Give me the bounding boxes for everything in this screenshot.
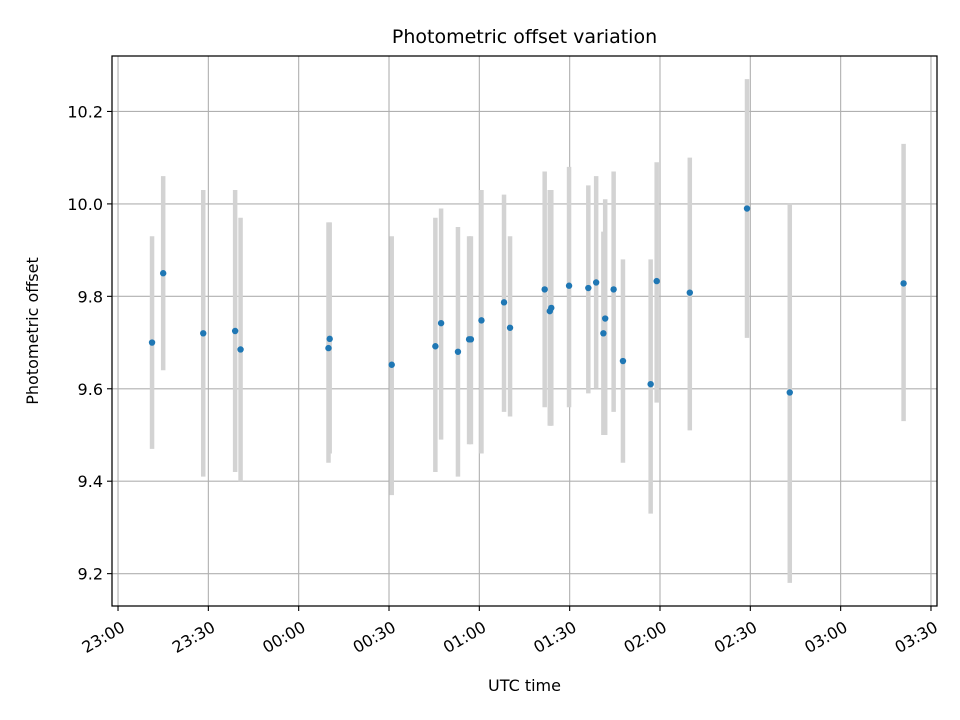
data-point bbox=[388, 361, 395, 368]
y-tick-label: 10.0 bbox=[67, 195, 103, 214]
y-tick-label: 9.4 bbox=[78, 472, 103, 491]
plot-frame bbox=[111, 55, 938, 607]
data-point bbox=[565, 282, 573, 289]
y-tick-label: 9.6 bbox=[78, 380, 103, 399]
data-point bbox=[600, 330, 607, 337]
data-point bbox=[148, 339, 156, 346]
data-point bbox=[900, 280, 907, 287]
grid bbox=[112, 56, 937, 606]
data-point bbox=[743, 205, 751, 212]
data-point bbox=[786, 389, 793, 396]
data-point bbox=[500, 299, 508, 306]
data-point bbox=[478, 317, 485, 324]
data-point bbox=[585, 284, 592, 292]
data-point bbox=[686, 289, 694, 296]
data-point bbox=[601, 315, 609, 322]
data-point bbox=[325, 344, 332, 352]
data-point bbox=[326, 335, 333, 343]
data-point bbox=[653, 277, 660, 285]
data-point bbox=[467, 336, 475, 343]
chart-title: Photometric offset variation bbox=[392, 26, 657, 48]
y-axis-ticks: 9.2 9.4 9.6 9.8 10.0 10.2 bbox=[67, 102, 112, 584]
x-axis-label: UTC time bbox=[488, 676, 561, 695]
y-tick-label: 10.2 bbox=[67, 102, 103, 121]
data-points bbox=[148, 205, 907, 396]
data-point bbox=[454, 348, 462, 355]
y-tick-label: 9.2 bbox=[78, 565, 103, 584]
data-point bbox=[237, 346, 244, 353]
y-axis-label: Photometric offset bbox=[23, 257, 42, 405]
data-point bbox=[231, 327, 239, 335]
data-point bbox=[437, 319, 445, 327]
data-point bbox=[506, 324, 514, 331]
y-tick-label: 9.8 bbox=[78, 287, 103, 306]
data-point bbox=[592, 279, 600, 286]
data-point bbox=[610, 286, 617, 293]
data-point bbox=[541, 286, 548, 293]
data-point bbox=[200, 330, 207, 337]
data-point bbox=[619, 357, 627, 365]
data-point bbox=[432, 343, 439, 350]
data-point bbox=[159, 270, 167, 277]
data-point bbox=[548, 304, 555, 312]
data-point bbox=[647, 380, 654, 388]
